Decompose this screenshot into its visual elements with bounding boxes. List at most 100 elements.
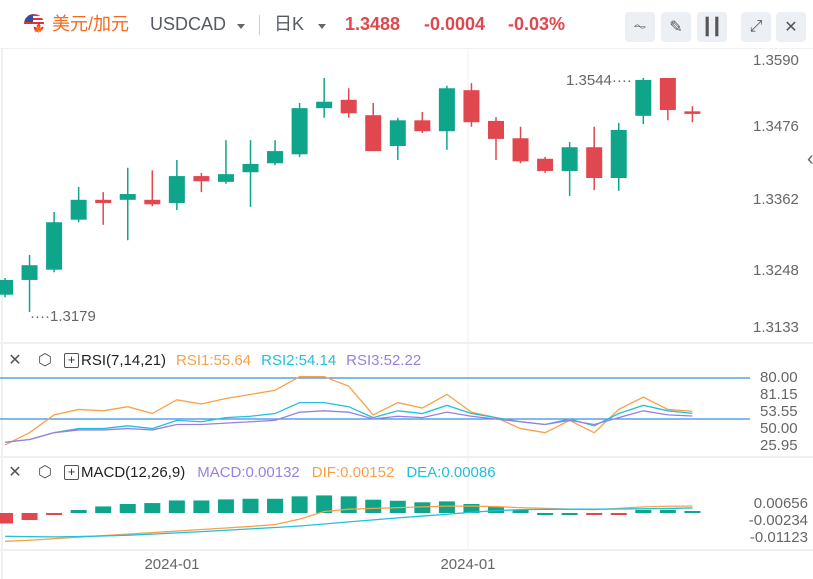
expand-icon: ⤢ — [749, 18, 763, 35]
rsi-title: RSI(7,14,21) — [81, 351, 167, 369]
macd-histogram-bar — [389, 500, 406, 513]
candle-down — [95, 199, 112, 204]
price-change-pct: -0.03% — [508, 14, 566, 34]
macd-histogram-bar — [684, 511, 701, 514]
candle-up — [0, 279, 13, 295]
candle-down — [365, 115, 382, 152]
rsi-axis-label: 80.00 — [760, 369, 798, 386]
macd-histogram-bar — [610, 513, 627, 515]
macd-histogram-bar — [586, 513, 603, 515]
candle-down — [463, 90, 480, 123]
settings-hex-icon[interactable]: ⬡ — [38, 464, 52, 481]
macd-histogram-bar — [488, 507, 504, 513]
candle-down — [537, 158, 554, 171]
close-pane-icon[interactable]: ✕ — [8, 464, 22, 481]
candle-up — [610, 129, 627, 179]
candle-type-button[interactable]: ┃┃ — [697, 12, 727, 42]
macd-histogram-bar — [242, 498, 259, 513]
close-button[interactable]: ✕ — [776, 12, 806, 42]
candle-up — [561, 147, 578, 171]
macd-histogram-bar — [70, 509, 87, 513]
candle-down — [414, 120, 431, 132]
macd-title: MACD(12,26,9) — [81, 463, 186, 481]
candle-up — [316, 101, 333, 109]
macd-histogram-bar — [561, 513, 578, 515]
macd-histogram-bar — [659, 509, 676, 513]
symbol-selector[interactable]: USDCAD — [150, 14, 227, 34]
date-axis-label: 2024-01 — [440, 556, 495, 573]
macd-histogram-bar — [119, 503, 136, 513]
rsi-line-rsi3 — [4, 410, 693, 443]
macd-histogram-bar — [267, 498, 284, 513]
candle-up — [70, 199, 87, 220]
candle-down — [193, 176, 210, 182]
candle-down — [684, 111, 701, 114]
macd-histogram-bar — [95, 506, 112, 513]
macd-histogram-bar — [168, 500, 185, 513]
close-pane-icon[interactable]: ✕ — [8, 352, 22, 369]
price-axis-label: 1.3476 — [753, 118, 799, 135]
macd-legend: MACD:0.00132 — [197, 463, 300, 481]
macd-histogram-bar — [144, 503, 161, 513]
price-change: -0.0004 — [424, 14, 486, 34]
candle-down — [340, 99, 357, 114]
macd-histogram-bar — [193, 500, 210, 513]
rsi-axis-label: 81.15 — [760, 386, 798, 403]
rsi-line-rsi1 — [4, 375, 693, 446]
candle-up — [21, 265, 38, 280]
candle-up — [217, 174, 234, 182]
usd-cad-flag-icon: 🍁 — [24, 14, 44, 34]
collapse-chevron-left-icon[interactable]: ‹ — [807, 148, 813, 171]
macd-histogram-bar — [291, 496, 308, 513]
macd-histogram-bar — [365, 499, 382, 513]
macd-histogram-bar — [463, 503, 480, 513]
candle-up — [635, 79, 652, 116]
candle-up — [438, 88, 455, 132]
price-axis-label: 1.3133 — [753, 319, 799, 336]
rsi-axis-label: 50.00 — [760, 420, 798, 437]
macd-histogram-bar — [438, 501, 455, 513]
rsi-axis-label: 53.55 — [760, 403, 798, 420]
divider — [259, 15, 260, 35]
period-selector[interactable]: 日K — [274, 14, 305, 34]
price-axis-label: 1.3362 — [753, 191, 799, 208]
candle-up — [291, 108, 308, 155]
date-axis-label: 2024-01 — [144, 556, 199, 573]
candlestick-icon: ┃┃ — [702, 19, 722, 36]
macd-histogram-bar — [635, 509, 652, 513]
pair-name: 美元/加元 — [52, 14, 130, 34]
candle-down — [488, 120, 504, 139]
settings-hex-icon[interactable]: ⬡ — [38, 352, 52, 369]
symbol-chevron-down-icon[interactable] — [237, 24, 245, 29]
indicator-button[interactable]: ⏦ — [625, 12, 655, 42]
candle-down — [659, 78, 676, 111]
candle-down — [144, 199, 161, 205]
rsi1-legend: RSI1:55.64 — [176, 351, 252, 369]
indicator-icon: ⏦ — [633, 18, 647, 35]
rsi-pane-header: ✕ ⬡ + RSI(7,14,21) RSI1:55.64 RSI2:54.14… — [0, 349, 421, 371]
fullscreen-button[interactable]: ⤢ — [741, 12, 771, 42]
macd-histogram-bar — [316, 495, 333, 513]
macd-histogram-bar — [537, 513, 554, 515]
draw-button[interactable]: ✎ — [661, 12, 691, 42]
macd-histogram-bar — [46, 513, 63, 515]
macd-pane-header: ✕ ⬡ + MACD(12,26,9) MACD:0.00132 DIF:0.0… — [0, 461, 496, 483]
macd-histogram-bar — [414, 502, 431, 513]
price-axis-label: 1.3590 — [753, 52, 799, 69]
candle-up — [119, 194, 136, 200]
price-axis-label: 1.3248 — [753, 262, 799, 279]
macd-histogram-bar — [512, 509, 529, 513]
expand-plus-icon[interactable]: + — [64, 464, 79, 480]
macd-histogram-bar — [21, 513, 38, 521]
rsi2-legend: RSI2:54.14 — [261, 351, 337, 369]
dea-legend: DEA:0.00086 — [406, 463, 496, 481]
candle-up — [46, 222, 63, 270]
candle-up — [242, 163, 259, 173]
low-price-label: ····1.3179 — [30, 308, 96, 325]
high-price-label: 1.3544···· — [566, 72, 632, 89]
period-chevron-down-icon[interactable] — [318, 24, 326, 29]
close-icon: ✕ — [784, 19, 798, 36]
pencil-icon: ✎ — [669, 19, 683, 36]
expand-plus-icon[interactable]: + — [64, 352, 79, 368]
